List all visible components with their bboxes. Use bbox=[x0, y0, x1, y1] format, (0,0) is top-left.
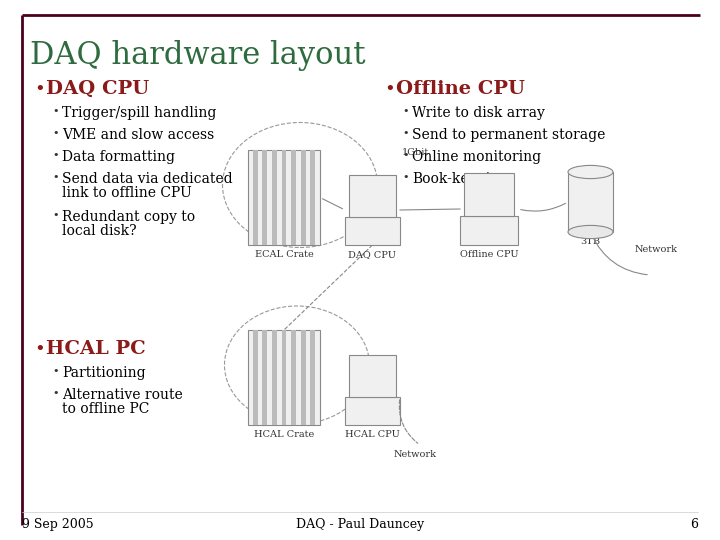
Text: Offline CPU: Offline CPU bbox=[459, 250, 518, 259]
Text: •: • bbox=[52, 106, 58, 116]
Bar bbox=[291, 330, 296, 425]
Bar bbox=[460, 216, 518, 245]
Text: 9 Sep 2005: 9 Sep 2005 bbox=[22, 518, 94, 531]
Text: •: • bbox=[402, 172, 408, 182]
Text: Offline CPU: Offline CPU bbox=[396, 80, 525, 98]
Ellipse shape bbox=[568, 225, 613, 239]
Text: Network: Network bbox=[394, 450, 436, 459]
Text: Send to permanent storage: Send to permanent storage bbox=[412, 128, 606, 142]
Text: link to offline CPU: link to offline CPU bbox=[62, 186, 192, 200]
Bar bbox=[349, 175, 396, 217]
Text: Data formatting: Data formatting bbox=[62, 150, 175, 164]
Bar bbox=[291, 150, 296, 245]
Text: 3TB: 3TB bbox=[580, 237, 600, 246]
Bar bbox=[253, 330, 258, 425]
Text: DAQ - Paul Dauncey: DAQ - Paul Dauncey bbox=[296, 518, 424, 531]
Text: DAQ hardware layout: DAQ hardware layout bbox=[30, 40, 366, 71]
Text: VME and slow access: VME and slow access bbox=[62, 128, 215, 142]
Text: Trigger/spill handling: Trigger/spill handling bbox=[62, 106, 217, 120]
Text: •: • bbox=[384, 80, 395, 98]
Text: Partitioning: Partitioning bbox=[62, 366, 145, 380]
Text: HCAL Crate: HCAL Crate bbox=[254, 430, 314, 439]
Text: local disk?: local disk? bbox=[62, 224, 137, 238]
Bar bbox=[282, 150, 287, 245]
Bar bbox=[345, 217, 400, 245]
Text: Book-keeping: Book-keeping bbox=[412, 172, 508, 186]
Text: •: • bbox=[52, 172, 58, 182]
Text: Online monitoring: Online monitoring bbox=[412, 150, 541, 164]
Bar bbox=[345, 397, 400, 425]
Text: Write to disk array: Write to disk array bbox=[412, 106, 545, 120]
Text: to offline PC: to offline PC bbox=[62, 402, 149, 416]
Text: DAQ CPU: DAQ CPU bbox=[348, 250, 397, 259]
Bar bbox=[248, 150, 320, 245]
Bar bbox=[272, 330, 276, 425]
Text: ECAL Crate: ECAL Crate bbox=[255, 250, 313, 259]
Bar bbox=[301, 330, 305, 425]
Bar bbox=[301, 150, 305, 245]
Bar bbox=[262, 330, 267, 425]
Text: Network: Network bbox=[635, 245, 678, 254]
Bar bbox=[464, 173, 513, 216]
Text: DAQ CPU: DAQ CPU bbox=[46, 80, 149, 98]
Text: Alternative route: Alternative route bbox=[62, 388, 183, 402]
Text: HCAL CPU: HCAL CPU bbox=[345, 430, 400, 439]
Text: •: • bbox=[52, 150, 58, 160]
Bar bbox=[310, 330, 315, 425]
Text: •: • bbox=[34, 340, 45, 358]
Bar bbox=[310, 150, 315, 245]
Text: Redundant copy to: Redundant copy to bbox=[62, 210, 195, 224]
Text: •: • bbox=[52, 128, 58, 138]
Bar bbox=[262, 150, 267, 245]
Text: •: • bbox=[402, 106, 408, 116]
Bar bbox=[248, 330, 320, 425]
Text: 6: 6 bbox=[690, 518, 698, 531]
Bar bbox=[568, 172, 613, 232]
Bar bbox=[253, 150, 258, 245]
FancyArrowPatch shape bbox=[521, 204, 566, 211]
Ellipse shape bbox=[568, 165, 613, 179]
Bar bbox=[272, 150, 276, 245]
Text: •: • bbox=[52, 388, 58, 398]
Bar bbox=[349, 355, 396, 397]
Text: •: • bbox=[402, 150, 408, 160]
Text: •: • bbox=[52, 366, 58, 376]
Text: 1Gbit: 1Gbit bbox=[401, 148, 428, 157]
Bar bbox=[282, 330, 287, 425]
Text: •: • bbox=[52, 210, 58, 220]
Text: •: • bbox=[402, 128, 408, 138]
Text: •: • bbox=[34, 80, 45, 98]
Text: HCAL PC: HCAL PC bbox=[46, 340, 145, 358]
Text: Send data via dedicated: Send data via dedicated bbox=[62, 172, 233, 186]
